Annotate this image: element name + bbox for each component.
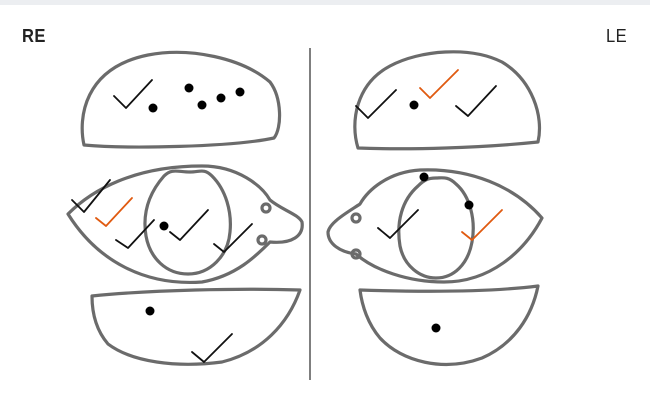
left-caruncle-upper <box>350 212 362 224</box>
tick-mark <box>191 333 233 363</box>
right-iris <box>143 169 232 276</box>
tick-mark <box>115 219 155 249</box>
dot-mark <box>431 323 441 333</box>
right-eyeball-outline <box>66 164 304 285</box>
dot-mark <box>148 103 158 113</box>
left-caruncle-lower <box>350 248 362 260</box>
left-iris <box>397 176 475 280</box>
dot-mark <box>197 100 207 110</box>
tick-mark <box>169 209 209 241</box>
dot-mark <box>159 221 169 231</box>
right-caruncle-upper <box>260 202 272 214</box>
tick-mark <box>419 69 459 99</box>
dot-mark <box>464 200 474 210</box>
tick-mark <box>95 197 133 227</box>
left-eye-label: LE <box>606 26 628 46</box>
left-upper-eyelid <box>353 50 542 151</box>
tick-mark <box>213 223 253 253</box>
dot-mark <box>145 306 155 316</box>
left-eye <box>326 50 544 366</box>
dot-mark <box>419 172 429 182</box>
tick-mark <box>113 79 153 109</box>
left-lower-eyelid <box>358 284 540 366</box>
dot-mark <box>409 100 419 110</box>
top-border-strip <box>0 0 650 5</box>
right-upper-eyelid <box>80 50 282 149</box>
right-lower-eyelid <box>90 287 302 366</box>
left-eyeball-outline <box>326 168 544 284</box>
dot-mark <box>235 87 245 97</box>
tick-mark <box>355 89 397 119</box>
right-caruncle-lower <box>256 234 268 246</box>
dot-mark <box>216 93 226 103</box>
tick-mark <box>71 179 111 213</box>
dot-mark <box>184 83 194 93</box>
tick-mark <box>377 209 419 239</box>
right-eye <box>66 50 304 366</box>
right-eye-label: RE <box>22 26 46 46</box>
tick-mark <box>455 85 497 117</box>
tick-mark <box>461 209 503 241</box>
